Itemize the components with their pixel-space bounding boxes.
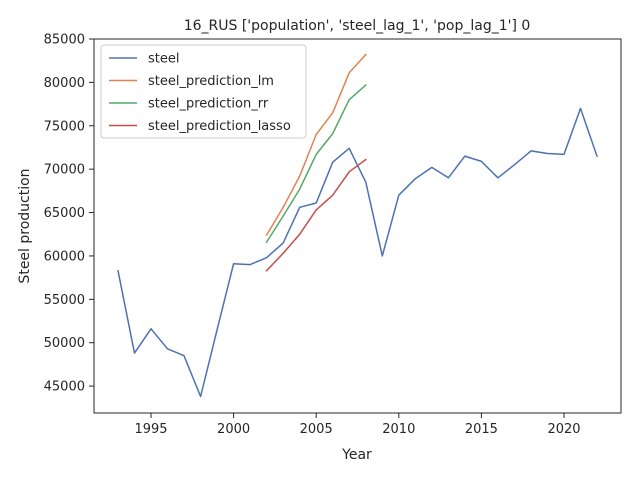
chart-title: 16_RUS ['population', 'steel_lag_1', 'po… xyxy=(184,18,531,34)
x-tick-label: 2005 xyxy=(300,422,333,437)
y-tick-label: 50000 xyxy=(44,336,85,351)
y-axis-label: Steel production xyxy=(17,168,33,283)
y-tick-label: 80000 xyxy=(44,76,85,91)
series-line-steel xyxy=(117,107,598,398)
legend-label: steel_prediction_lm xyxy=(148,74,274,89)
series-lines xyxy=(117,53,598,398)
legend-label: steel_prediction_rr xyxy=(148,97,269,112)
y-tick-label: 75000 xyxy=(44,119,85,134)
plot-frame xyxy=(93,38,622,414)
y-tick-label: 65000 xyxy=(44,206,85,221)
y-tick-label: 70000 xyxy=(44,163,85,178)
x-tick-label: 2020 xyxy=(547,422,580,437)
series-line-steel-prediction-rr xyxy=(265,83,367,244)
y-tick-label: 45000 xyxy=(44,380,85,395)
x-tick-label: 2010 xyxy=(382,422,415,437)
x-axis-label: Year xyxy=(341,447,372,463)
legend-label: steel xyxy=(148,52,179,67)
y-tick-label: 55000 xyxy=(44,293,85,308)
axes-frame xyxy=(93,38,622,414)
y-tick-label: 85000 xyxy=(44,33,85,48)
legend: steel steel_prediction_lm steel_prediction… xyxy=(100,44,307,139)
x-tick-label: 2000 xyxy=(217,422,250,437)
legend-box xyxy=(100,44,307,139)
legend-label: steel_prediction_lasso xyxy=(148,119,291,134)
x-axis-ticks: 1995 2000 2005 2010 2015 2020 xyxy=(134,413,581,437)
y-axis-ticks: 45000 50000 55000 60000 65000 70000 75000 80000… xyxy=(44,33,94,395)
x-tick-label: 1995 xyxy=(134,422,167,437)
y-tick-label: 60000 xyxy=(44,249,85,264)
x-tick-label: 2015 xyxy=(465,422,498,437)
series-line-steel-prediction-lasso xyxy=(265,158,367,272)
series-line-steel-prediction-lm xyxy=(265,53,367,237)
